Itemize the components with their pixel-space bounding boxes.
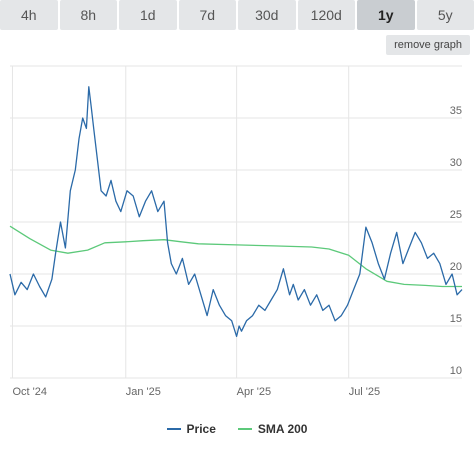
x-tick-label: Jul '25 — [349, 386, 380, 398]
tab-5y[interactable]: 5y — [416, 0, 474, 30]
price-chart: 10 15 20 25 30 35 Oct '24 Jan '25 Apr '25 Jul '2… — [9, 65, 463, 398]
y-tick-label: 35 — [450, 105, 462, 117]
price-series — [9, 86, 463, 338]
tab-30d[interactable]: 30d — [238, 0, 296, 30]
timeframe-tabs: 4h 8h 1d 7d 30d 120d 1y 5y — [0, 0, 474, 30]
tab-1y[interactable]: 1y — [357, 0, 415, 30]
y-tick-label: 25 — [450, 209, 462, 221]
y-tick-label: 20 — [450, 261, 462, 273]
tab-4h[interactable]: 4h — [0, 0, 58, 30]
price-line — [9, 86, 463, 338]
grid — [10, 65, 462, 379]
legend: Price SMA 200 — [0, 417, 474, 441]
legend-label-sma: SMA 200 — [257, 422, 308, 436]
tab-120d[interactable]: 120d — [297, 0, 355, 30]
x-tick-label: Jan '25 — [126, 386, 161, 398]
x-tick-label: Apr '25 — [237, 386, 272, 398]
tab-8h[interactable]: 8h — [59, 0, 117, 30]
x-tick-label: Oct '24 — [12, 386, 47, 398]
y-axis-labels: 10 15 20 25 30 35 — [450, 105, 462, 377]
tab-1d[interactable]: 1d — [119, 0, 177, 30]
legend-swatch-sma — [237, 428, 252, 430]
legend-label-price: Price — [186, 422, 216, 436]
x-axis-labels: Oct '24 Jan '25 Apr '25 Jul '25 — [12, 386, 380, 398]
y-tick-label: 30 — [450, 157, 462, 169]
legend-item-sma[interactable]: SMA 200 — [237, 422, 308, 436]
y-tick-label: 10 — [450, 365, 462, 377]
sma-line — [9, 225, 462, 288]
legend-swatch-price — [166, 428, 181, 430]
sma-series — [9, 225, 462, 288]
y-tick-label: 15 — [450, 313, 462, 325]
legend-item-price[interactable]: Price — [166, 422, 216, 436]
remove-graph-button[interactable]: remove graph — [386, 35, 470, 55]
tab-7d[interactable]: 7d — [178, 0, 236, 30]
